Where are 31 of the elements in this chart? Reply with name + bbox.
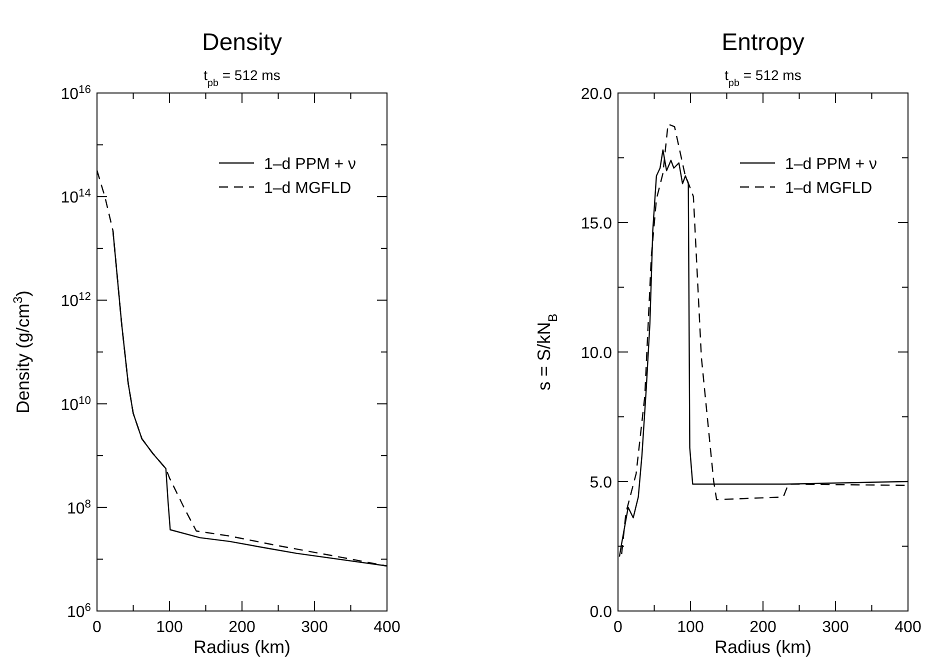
- y-tick-label: 10$^{10}$: [60, 394, 91, 414]
- y-tick-label: 15.0: [580, 216, 612, 232]
- legend-label: 1–d MGFLD: [264, 180, 352, 197]
- x-tick-label: 200: [750, 619, 776, 636]
- y-tick-label: 10.0: [580, 345, 612, 362]
- x-tick-label: 400: [374, 619, 400, 636]
- y-tick-label: 10$^{14}$: [60, 188, 91, 207]
- y-tick-label: 20.0: [580, 86, 612, 103]
- x-tick-label: 200: [228, 619, 256, 636]
- y-tick-label: 0.0: [590, 604, 612, 621]
- chart-subtitle: t$_{pb}$ = 512 ms: [724, 67, 802, 88]
- x-tick-label: 0: [614, 619, 623, 636]
- x-axis-title: Radius (km): [714, 637, 812, 657]
- y-tick-label: 10$^{16}$: [60, 84, 91, 103]
- x-tick-label: 100: [156, 619, 183, 636]
- x-tick-label: 100: [677, 619, 704, 636]
- y-tick-label: 5.0: [590, 474, 612, 492]
- x-tick-label: 300: [822, 619, 849, 636]
- x-axis-title: Radius (km): [193, 637, 291, 657]
- x-tick-label: 400: [894, 619, 922, 636]
- legend-label: 1–d PPM + ν: [785, 156, 878, 173]
- x-tick-label: 0: [92, 619, 102, 636]
- legend-label: 1–d PPM + ν: [264, 156, 356, 173]
- y-tick-label: 10$^{12}$: [60, 291, 91, 310]
- y-tick-label: 10$^{6}$: [66, 602, 91, 621]
- y-tick-label: 10$^{8}$: [66, 498, 91, 518]
- legend-label: 1–d MGFLD: [785, 180, 872, 197]
- chart-title: Density: [202, 29, 282, 56]
- chart-subtitle: t$_{pb}$ = 512 ms: [204, 67, 280, 88]
- chart-title: Entropy: [722, 29, 804, 56]
- x-tick-label: 300: [301, 619, 328, 636]
